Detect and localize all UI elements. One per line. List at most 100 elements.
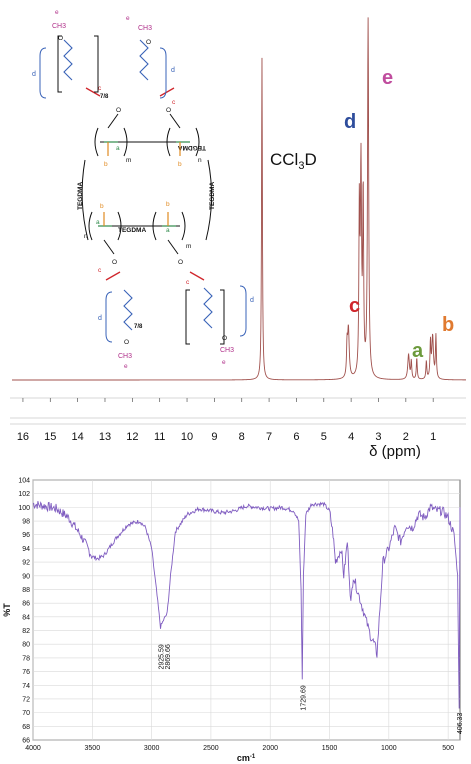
ir-peak-labels: 2925.59 2869.66 1729.69 406.33 [158,644,464,734]
ir-y-tick-label: 86 [22,601,30,608]
ir-y-tick-label: 76 [22,669,30,676]
ir-y-tick-label: 80 [22,642,30,649]
nmr-x-tick-label: 4 [348,431,354,443]
nmr-x-tick-label: 5 [321,431,327,443]
ir-y-tick-label: 102 [18,491,30,498]
nmr-spectrum-trace [12,17,467,381]
ir-y-tick-label: 72 [22,696,30,703]
ir-y-tick-label: 66 [22,738,30,745]
svg-text:TEGDMA: TEGDMA [118,227,146,234]
svg-text:a: a [166,227,170,234]
svg-text:c: c [172,99,176,106]
svg-text:O: O [178,259,183,266]
svg-text:d: d [171,67,175,74]
svg-text:O: O [112,259,117,266]
svg-text:a: a [96,219,100,226]
nmr-x-axis-title: δ (ppm) [369,443,421,460]
ir-y-tick-label: 94 [22,546,30,553]
nmr-spectrum-line [12,17,467,381]
nmr-x-ticks: 16 15 14 13 12 11 10 9 8 7 6 5 4 3 2 1 [17,398,436,443]
ir-peak-label: 1729.69 [300,685,307,710]
svg-text:O: O [222,335,227,342]
svg-text:TEGDMA: TEGDMA [77,182,84,210]
ir-x-tick-label: 2000 [262,745,278,752]
ir-x-ticks: 4000 3500 3000 2500 2000 1500 1000 500 [25,745,454,752]
svg-text:e: e [222,359,226,366]
nmr-x-tick-label: 14 [72,431,84,443]
svg-text:n: n [198,157,202,164]
svg-text:CH3: CH3 [118,353,132,360]
svg-text:O: O [58,35,63,42]
ir-x-tick-label: 3500 [85,745,101,752]
svg-text:TEGDMA: TEGDMA [209,182,216,210]
ir-x-tick-label: 1000 [381,745,397,752]
peak-label-a: a [412,340,424,362]
ir-x-tick-label: 1500 [322,745,338,752]
svg-text:b: b [166,201,170,208]
svg-text:c: c [98,85,102,92]
peak-label-c: c [349,295,360,317]
ir-chart: 66 68 70 72 74 76 78 80 82 84 86 88 90 92 94 96 98 100 102… [2,478,464,764]
ir-y-tick-label: 68 [22,724,30,731]
svg-text:m: m [186,243,191,250]
svg-text:a: a [116,145,120,152]
svg-text:m: m [126,157,131,164]
svg-text:7/8: 7/8 [100,94,109,100]
ir-x-tick-label: 500 [442,745,454,752]
svg-text:TEGDMA: TEGDMA [178,144,206,151]
ir-y-tick-label: 92 [22,560,30,567]
ir-y-tick-label: 88 [22,587,30,594]
nmr-x-tick-label: 7 [266,431,272,443]
ir-gridlines [32,479,460,741]
ir-x-tick-label: 2500 [203,745,219,752]
ir-y-tick-label: 82 [22,628,30,635]
ir-spectrum-line [32,501,461,709]
ir-y-tick-label: 98 [22,519,30,526]
solvent-label: CCl3D [270,150,317,172]
ir-y-ticks: 66 68 70 72 74 76 78 80 82 84 86 88 90 92 94 96 98 100 102… [18,478,30,745]
nmr-x-tick-label: 10 [181,431,193,443]
nmr-x-tick-label: 12 [126,431,138,443]
svg-text:c: c [186,279,190,286]
svg-text:d: d [32,71,36,78]
svg-text:b: b [100,203,104,210]
nmr-x-tick-label: 11 [154,431,165,443]
svg-text:b: b [178,161,182,168]
svg-text:e: e [124,363,128,370]
svg-text:O: O [124,339,129,346]
nmr-x-tick-label: 6 [293,431,299,443]
svg-text:c: c [98,267,102,274]
nmr-x-tick-label: 2 [403,431,409,443]
ir-y-axis-title: %T [2,603,12,617]
ir-y-tick-label: 70 [22,710,30,717]
ir-y-tick-label: 84 [22,614,30,621]
nmr-x-tick-label: 1 [430,431,436,443]
nmr-x-tick-label: 9 [211,431,217,443]
nmr-x-tick-label: 13 [99,431,111,443]
svg-text:e: e [126,15,130,22]
nmr-x-tick-label: 8 [239,431,245,443]
svg-text:O: O [116,107,121,114]
svg-text:CH3: CH3 [52,23,66,30]
svg-text:b: b [104,161,108,168]
svg-text:O: O [146,39,151,46]
svg-text:d: d [98,315,102,322]
ir-peak-label: 2925.59 [158,644,165,669]
peak-label-b: b [442,314,454,336]
svg-text:CH3: CH3 [220,347,234,354]
ir-y-tick-label: 100 [18,505,30,512]
svg-text:e: e [55,9,59,16]
nmr-x-tick-label: 3 [375,431,381,443]
ir-x-tick-label: 3000 [144,745,160,752]
nmr-axis-frame [10,397,466,425]
ir-spectrum-trace [32,501,461,709]
peak-label-e: e [382,67,393,89]
ir-y-tick-label: 104 [18,478,30,485]
ir-y-tick-label: 96 [22,532,30,539]
polymer-structure-diagram: TEGDMA TEGDMA TEGDMA TEGDMA m n n m [32,9,254,370]
peak-label-d: d [344,111,356,133]
svg-text:CH3: CH3 [138,25,152,32]
svg-text:d: d [250,297,254,304]
ir-y-tick-label: 74 [22,683,30,690]
nmr-x-tick-label: 16 [17,431,29,443]
